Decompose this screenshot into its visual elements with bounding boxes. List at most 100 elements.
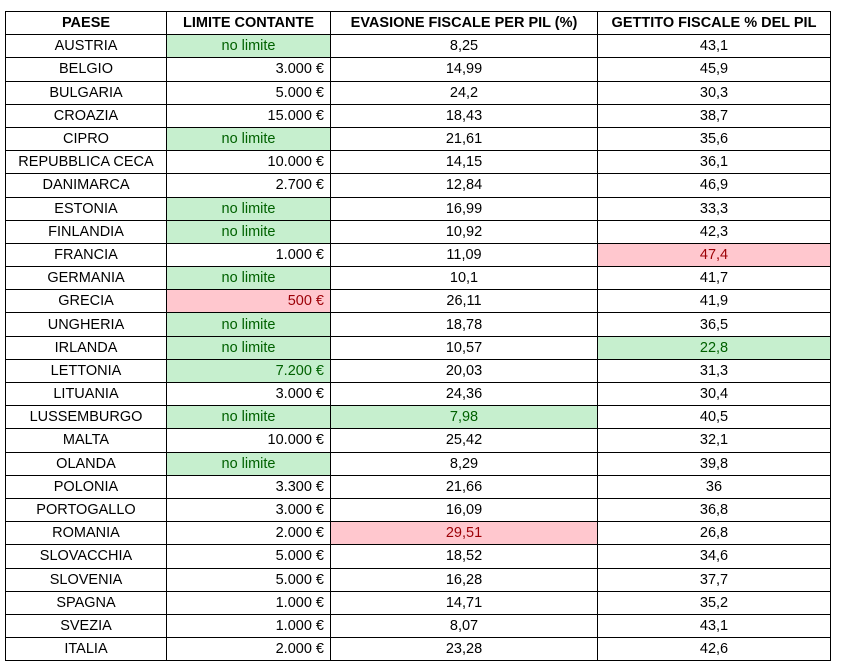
cell-tax-revenue[interactable]: 33,3 [597, 196, 831, 221]
cell-country[interactable]: ESTONIA [5, 196, 167, 221]
cell-tax-revenue[interactable]: 30,3 [597, 80, 831, 105]
cell-tax-evasion[interactable]: 29,51 [330, 521, 598, 546]
cell-tax-revenue[interactable]: 37,7 [597, 567, 831, 592]
cell-cash-limit[interactable]: no limite [166, 126, 331, 152]
cell-tax-revenue[interactable]: 31,3 [597, 358, 831, 384]
cell-country[interactable]: LITUANIA [5, 381, 167, 407]
cell-tax-revenue[interactable]: 35,2 [597, 590, 831, 615]
cell-cash-limit[interactable]: no limite [166, 312, 331, 337]
cell-tax-evasion[interactable]: 25,42 [330, 428, 598, 453]
cell-country[interactable]: PORTOGALLO [5, 497, 167, 523]
cell-tax-revenue[interactable]: 38,7 [597, 103, 831, 128]
cell-tax-revenue[interactable]: 32,1 [597, 428, 831, 453]
cell-tax-revenue[interactable]: 42,3 [597, 219, 831, 244]
cell-country[interactable]: DANIMARCA [5, 173, 167, 198]
cell-cash-limit[interactable]: 3.000 € [166, 381, 331, 407]
cell-tax-evasion[interactable]: 12,84 [330, 173, 598, 198]
cell-tax-evasion[interactable]: 20,03 [330, 358, 598, 384]
header-cash-limit[interactable]: LIMITE CONTANTE [166, 10, 331, 36]
cell-country[interactable]: UNGHERIA [5, 312, 167, 337]
header-tax-evasion[interactable]: EVASIONE FISCALE PER PIL (%) [330, 10, 598, 36]
cell-tax-revenue[interactable]: 41,7 [597, 266, 831, 291]
header-tax-revenue[interactable]: GETTITO FISCALE % DEL PIL [597, 10, 831, 36]
cell-tax-evasion[interactable]: 8,29 [330, 451, 598, 476]
cell-country[interactable]: SLOVENIA [5, 567, 167, 592]
cell-tax-evasion[interactable]: 14,71 [330, 590, 598, 615]
cell-cash-limit[interactable]: no limite [166, 451, 331, 476]
cell-tax-revenue[interactable]: 45,9 [597, 57, 831, 82]
cell-cash-limit[interactable]: no limite [166, 335, 331, 360]
cell-tax-evasion[interactable]: 14,99 [330, 57, 598, 82]
cell-tax-revenue[interactable]: 39,8 [597, 451, 831, 476]
cell-tax-revenue[interactable]: 36,5 [597, 312, 831, 337]
cell-tax-evasion[interactable]: 8,25 [330, 34, 598, 59]
cell-tax-revenue[interactable]: 43,1 [597, 34, 831, 59]
cell-cash-limit[interactable]: 10.000 € [166, 428, 331, 453]
cell-cash-limit[interactable]: 5.000 € [166, 544, 331, 569]
cell-cash-limit[interactable]: 15.000 € [166, 103, 331, 128]
cell-country[interactable]: ITALIA [5, 637, 167, 662]
cell-tax-revenue[interactable]: 42,6 [597, 637, 831, 662]
header-country[interactable]: PAESE [5, 10, 167, 36]
cell-cash-limit[interactable]: no limite [166, 34, 331, 59]
cell-country[interactable]: REPUBBLICA CECA [5, 150, 167, 175]
cell-tax-evasion[interactable]: 7,98 [330, 405, 598, 430]
cell-tax-revenue[interactable]: 30,4 [597, 381, 831, 407]
cell-cash-limit[interactable]: 3.000 € [166, 57, 331, 82]
cell-cash-limit[interactable]: 3.000 € [166, 497, 331, 523]
cell-tax-evasion[interactable]: 8,07 [330, 613, 598, 639]
cell-tax-revenue[interactable]: 26,8 [597, 521, 831, 546]
cell-cash-limit[interactable]: 1.000 € [166, 590, 331, 615]
cell-cash-limit[interactable]: 2.000 € [166, 521, 331, 546]
cell-country[interactable]: IRLANDA [5, 335, 167, 360]
cell-tax-evasion[interactable]: 21,61 [330, 126, 598, 152]
cell-cash-limit[interactable]: 2.700 € [166, 173, 331, 198]
cell-tax-evasion[interactable]: 14,15 [330, 150, 598, 175]
cell-cash-limit[interactable]: no limite [166, 219, 331, 244]
cell-tax-evasion[interactable]: 10,57 [330, 335, 598, 360]
cell-tax-revenue[interactable]: 34,6 [597, 544, 831, 569]
cell-cash-limit[interactable]: no limite [166, 196, 331, 221]
cell-cash-limit[interactable]: 1.000 € [166, 613, 331, 639]
cell-cash-limit[interactable]: 2.000 € [166, 637, 331, 662]
cell-country[interactable]: CROAZIA [5, 103, 167, 128]
cell-cash-limit[interactable]: 5.000 € [166, 567, 331, 592]
cell-country[interactable]: OLANDA [5, 451, 167, 476]
cell-cash-limit[interactable]: 10.000 € [166, 150, 331, 175]
cell-country[interactable]: AUSTRIA [5, 34, 167, 59]
cell-tax-revenue[interactable]: 46,9 [597, 173, 831, 198]
cell-country[interactable]: FRANCIA [5, 242, 167, 268]
cell-country[interactable]: LETTONIA [5, 358, 167, 384]
cell-country[interactable]: BULGARIA [5, 80, 167, 105]
cell-country[interactable]: FINLANDIA [5, 219, 167, 244]
cell-tax-revenue[interactable]: 36,8 [597, 497, 831, 523]
cell-tax-evasion[interactable]: 21,66 [330, 474, 598, 499]
cell-tax-evasion[interactable]: 18,43 [330, 103, 598, 128]
cell-tax-revenue[interactable]: 40,5 [597, 405, 831, 430]
cell-tax-revenue[interactable]: 41,9 [597, 289, 831, 314]
cell-tax-revenue[interactable]: 36 [597, 474, 831, 499]
cell-country[interactable]: SPAGNA [5, 590, 167, 615]
cell-tax-evasion[interactable]: 18,78 [330, 312, 598, 337]
cell-tax-evasion[interactable]: 24,2 [330, 80, 598, 105]
cell-cash-limit[interactable]: no limite [166, 266, 331, 291]
cell-country[interactable]: ROMANIA [5, 521, 167, 546]
cell-country[interactable]: GERMANIA [5, 266, 167, 291]
cell-country[interactable]: MALTA [5, 428, 167, 453]
cell-cash-limit[interactable]: 500 € [166, 289, 331, 314]
cell-tax-revenue[interactable]: 47,4 [597, 242, 831, 268]
cell-tax-revenue[interactable]: 36,1 [597, 150, 831, 175]
cell-tax-evasion[interactable]: 10,92 [330, 219, 598, 244]
cell-tax-evasion[interactable]: 10,1 [330, 266, 598, 291]
cell-tax-evasion[interactable]: 24,36 [330, 381, 598, 407]
cell-tax-revenue[interactable]: 35,6 [597, 126, 831, 152]
cell-country[interactable]: GRECIA [5, 289, 167, 314]
cell-tax-revenue[interactable]: 22,8 [597, 335, 831, 360]
cell-tax-evasion[interactable]: 18,52 [330, 544, 598, 569]
cell-country[interactable]: LUSSEMBURGO [5, 405, 167, 430]
cell-tax-revenue[interactable]: 43,1 [597, 613, 831, 639]
cell-tax-evasion[interactable]: 26,11 [330, 289, 598, 314]
cell-tax-evasion[interactable]: 16,09 [330, 497, 598, 523]
cell-cash-limit[interactable]: no limite [166, 405, 331, 430]
cell-country[interactable]: BELGIO [5, 57, 167, 82]
